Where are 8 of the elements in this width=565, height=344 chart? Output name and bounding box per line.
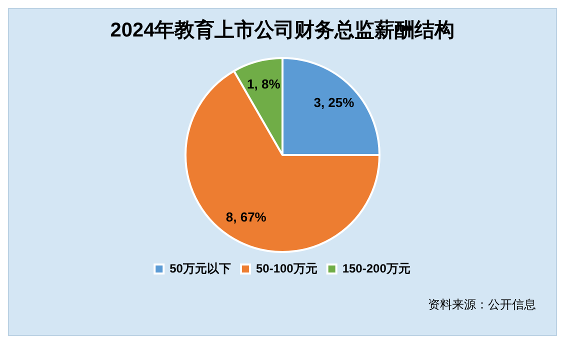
legend-label: 150-200万元 bbox=[342, 261, 410, 276]
chart-title: 2024年教育上市公司财务总监薪酬结构 bbox=[110, 18, 455, 42]
data-label: 8, 67% bbox=[226, 210, 267, 225]
legend-label: 50-100万元 bbox=[256, 261, 318, 276]
legend-label: 50万元以下 bbox=[170, 261, 231, 276]
text: 资料来源：公开信息 bbox=[428, 297, 536, 312]
data-label: 3, 25% bbox=[314, 95, 355, 110]
data-label: 1, 8% bbox=[247, 76, 281, 92]
